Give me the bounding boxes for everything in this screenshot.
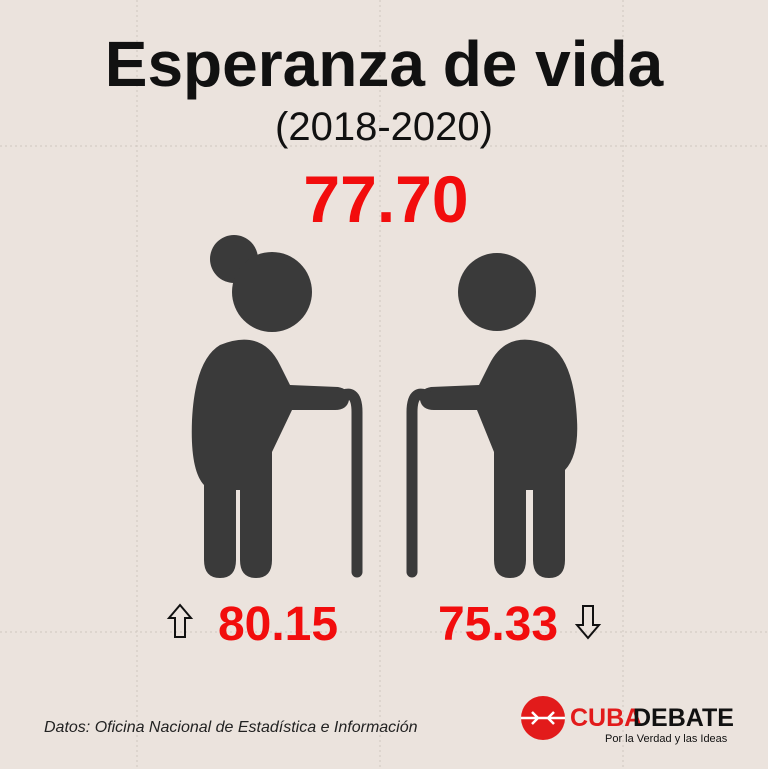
arrow-down xyxy=(574,605,602,640)
logo-name-2: DEBATE xyxy=(633,704,734,732)
male-value: 75.33 xyxy=(438,598,558,651)
logo-arrows xyxy=(521,711,565,725)
subtitle: (2018-2020) xyxy=(275,105,493,149)
total-value: 77.70 xyxy=(303,162,468,236)
source: Datos: Oficina Nacional de Estadística e… xyxy=(44,719,418,736)
female-value: 80.15 xyxy=(218,598,338,651)
logo-name-1: CUBA xyxy=(570,704,642,732)
arrow-up xyxy=(166,603,194,638)
woman-icon xyxy=(191,235,363,578)
logo: CUBA DEBATE Por la Verdad y las Ideas xyxy=(521,696,734,745)
title: Esperanza de vida xyxy=(105,28,664,100)
logo-tagline: Por la Verdad y las Ideas xyxy=(605,733,728,745)
man-icon xyxy=(406,253,578,578)
